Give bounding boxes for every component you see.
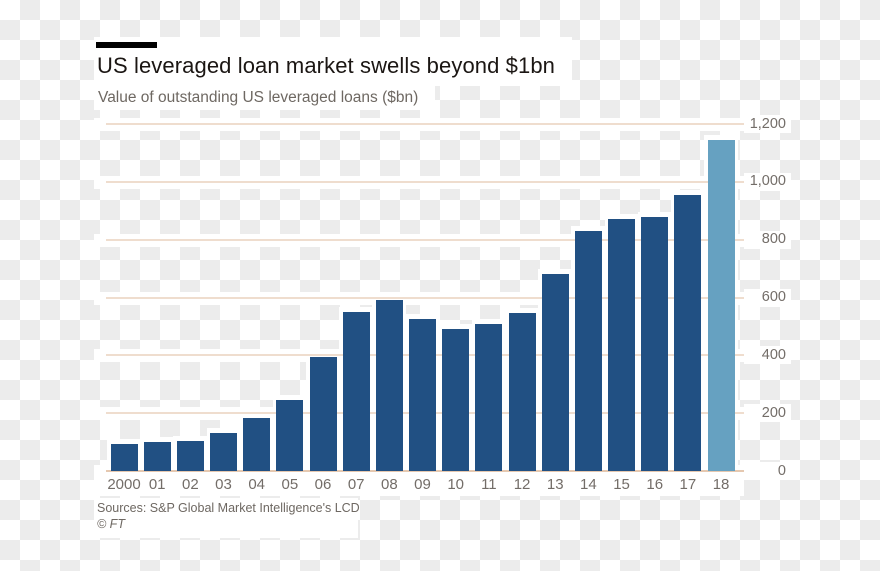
chart-subtitle: Value of outstanding US leveraged loans … bbox=[98, 89, 419, 106]
bar-09 bbox=[409, 319, 437, 471]
y-tick-label: 1,200 bbox=[749, 115, 786, 132]
ft-copyright: © FT bbox=[97, 516, 125, 531]
x-tick-label: 2000 bbox=[107, 476, 141, 493]
x-tick-label: 12 bbox=[513, 476, 531, 493]
bar-04 bbox=[243, 418, 271, 471]
bar-06 bbox=[309, 357, 337, 471]
y-tick-label-halo bbox=[744, 404, 791, 423]
x-tick-label: 04 bbox=[248, 476, 266, 493]
x-tick-label: 11 bbox=[481, 476, 497, 493]
x-tick-label: 03 bbox=[215, 476, 232, 493]
bar-08 bbox=[375, 300, 403, 471]
y-tick-label-halo bbox=[744, 288, 791, 307]
bar-11 bbox=[475, 324, 503, 471]
y-tick-label: 200 bbox=[761, 404, 786, 421]
bar-15 bbox=[608, 219, 636, 471]
bar-18 bbox=[707, 140, 735, 471]
title-accent-bar bbox=[96, 42, 157, 48]
y-tick-label-halo bbox=[744, 172, 791, 191]
y-tick-label: 800 bbox=[761, 231, 786, 248]
x-tick-label: 13 bbox=[546, 476, 564, 493]
bar-16 bbox=[641, 217, 669, 471]
y-grid-line bbox=[106, 238, 745, 241]
x-tick-label: 09 bbox=[414, 476, 431, 493]
y-tick-label-halo bbox=[744, 462, 791, 480]
y-grid-line bbox=[106, 123, 745, 125]
bg-patch-sources bbox=[94, 498, 358, 538]
x-tick-label: 05 bbox=[281, 476, 299, 493]
x-tick-label: 10 bbox=[447, 476, 465, 493]
bar-12 bbox=[508, 313, 536, 471]
y-grid-line bbox=[106, 296, 745, 299]
y-tick-label: 600 bbox=[761, 289, 786, 305]
x-tick-label: 02 bbox=[181, 476, 199, 493]
x-tick-label: 16 bbox=[646, 476, 664, 493]
y-grid-line bbox=[106, 180, 745, 183]
bar-10 bbox=[442, 329, 470, 471]
source-line: Sources: S&P Global Market Intelligence'… bbox=[97, 501, 360, 515]
y-tick-label: 0 bbox=[777, 462, 786, 479]
bar-13 bbox=[541, 274, 569, 471]
bar-2000 bbox=[110, 444, 138, 471]
bar-17 bbox=[674, 195, 702, 471]
source-note: Sources: S&P Global Market Intelligence'… bbox=[97, 501, 397, 532]
y-tick-label-halo bbox=[744, 230, 791, 249]
x-axis-line bbox=[106, 470, 747, 472]
x-tick-label: 01 bbox=[148, 476, 166, 493]
bar-03 bbox=[210, 433, 237, 471]
x-tick-label: 17 bbox=[679, 476, 697, 493]
bg-patch-title bbox=[94, 37, 572, 86]
x-tick-label: 06 bbox=[314, 476, 332, 493]
bar-05 bbox=[276, 400, 304, 471]
y-tick-label-halo bbox=[744, 115, 791, 133]
x-tick-label: 15 bbox=[613, 476, 630, 493]
x-tick-label: 18 bbox=[712, 476, 730, 493]
x-tick-label: 07 bbox=[347, 476, 365, 493]
y-tick-label-halo bbox=[744, 346, 791, 365]
y-tick-label: 400 bbox=[761, 346, 786, 363]
x-tick-label: 08 bbox=[381, 476, 398, 493]
plot-area bbox=[94, 118, 747, 478]
bar-07 bbox=[342, 312, 370, 471]
bar-14 bbox=[574, 231, 602, 471]
bg-patch-subtitle bbox=[94, 86, 435, 110]
bar-02 bbox=[176, 441, 204, 471]
chart-title: US leveraged loan market swells beyond $… bbox=[97, 53, 556, 78]
y-tick-label: 1,000 bbox=[749, 173, 786, 190]
x-tick-label: 14 bbox=[580, 476, 597, 493]
bar-01 bbox=[143, 442, 171, 471]
